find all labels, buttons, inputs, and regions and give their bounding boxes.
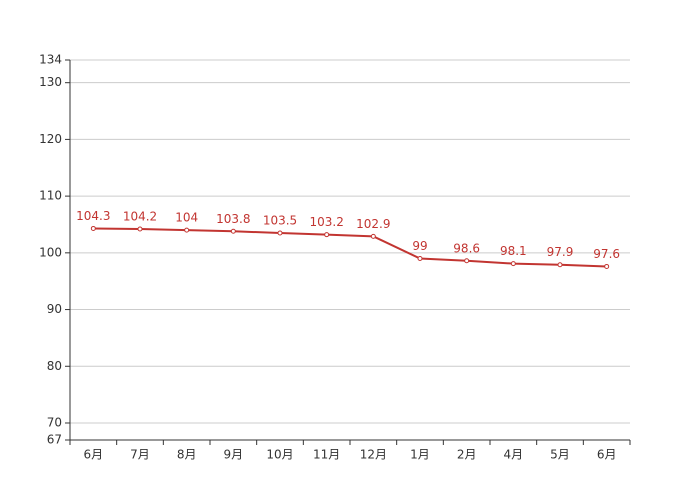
x-tick-label: 7月 bbox=[130, 448, 150, 462]
point bbox=[324, 232, 330, 238]
x-tick-label: 10月 bbox=[266, 448, 293, 462]
point bbox=[370, 233, 376, 239]
x-tick-label: 2月 bbox=[457, 448, 477, 462]
data-label: 97.9 bbox=[547, 245, 574, 259]
y-tick-label: 130 bbox=[39, 75, 62, 89]
point bbox=[277, 230, 283, 236]
x-tick-label: 5月 bbox=[550, 448, 570, 462]
data-label: 104.3 bbox=[76, 209, 110, 223]
data-label: 98.6 bbox=[453, 241, 480, 255]
y-tick-label: 134 bbox=[39, 53, 62, 67]
point bbox=[137, 226, 143, 232]
point bbox=[510, 261, 516, 267]
x-tick-label: 8月 bbox=[177, 448, 197, 462]
point bbox=[230, 228, 236, 234]
data-label: 97.6 bbox=[593, 247, 620, 261]
y-tick-label: 90 bbox=[47, 302, 62, 316]
x-tick-label: 12月 bbox=[360, 448, 387, 462]
y-tick-label: 70 bbox=[47, 415, 62, 429]
data-label: 104 bbox=[175, 211, 198, 225]
y-tick-label: 110 bbox=[39, 189, 62, 203]
x-tick-label: 9月 bbox=[224, 448, 244, 462]
x-tick-label: 6月 bbox=[597, 448, 617, 462]
x-tick-label: 4月 bbox=[504, 448, 524, 462]
point bbox=[604, 263, 610, 269]
data-label: 103.8 bbox=[216, 212, 250, 226]
y-tick-label: 100 bbox=[39, 245, 62, 259]
point bbox=[90, 225, 96, 231]
x-tick-label: 11月 bbox=[313, 448, 340, 462]
data-label: 102.9 bbox=[356, 217, 390, 231]
x-tick-label: 1月 bbox=[410, 448, 430, 462]
x-tick-label: 6月 bbox=[84, 448, 104, 462]
y-tick-label: 80 bbox=[47, 359, 62, 373]
data-label: 98.1 bbox=[500, 244, 527, 258]
data-label: 104.2 bbox=[123, 210, 157, 224]
point bbox=[557, 262, 563, 268]
y-tick-label: 120 bbox=[39, 132, 62, 146]
line bbox=[93, 227, 607, 268]
point bbox=[417, 256, 423, 262]
data-label: 103.2 bbox=[309, 215, 343, 229]
point bbox=[184, 227, 190, 233]
data-label: 103.5 bbox=[263, 213, 297, 227]
y-tick-label: 67 bbox=[47, 433, 62, 447]
point bbox=[464, 258, 470, 264]
data-label: 99 bbox=[412, 239, 427, 253]
